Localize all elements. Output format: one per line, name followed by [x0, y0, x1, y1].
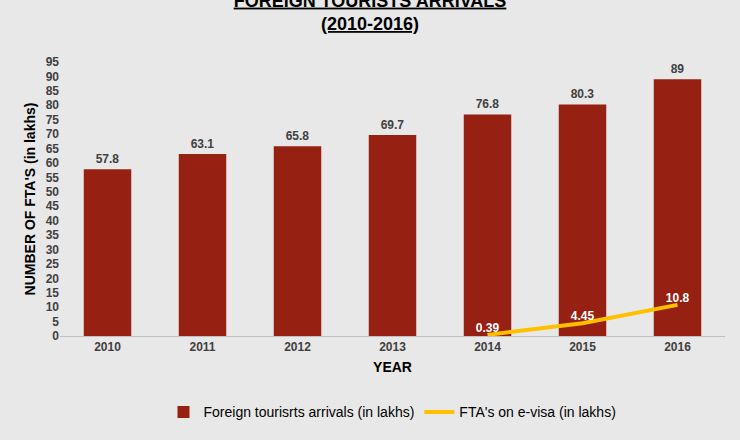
svg-text:2015: 2015	[569, 340, 596, 354]
svg-text:65: 65	[46, 142, 60, 156]
svg-text:10: 10	[46, 300, 60, 314]
svg-text:75: 75	[46, 113, 60, 127]
svg-text:89: 89	[671, 62, 685, 76]
svg-text:85: 85	[46, 84, 60, 98]
svg-text:2012: 2012	[284, 340, 311, 354]
svg-text:2013: 2013	[379, 340, 406, 354]
svg-text:FTA's on e-visa (in lakhs): FTA's on e-visa (in lakhs)	[459, 404, 615, 420]
svg-text:69.7: 69.7	[381, 118, 405, 132]
svg-text:40: 40	[46, 214, 60, 228]
svg-text:70: 70	[46, 127, 60, 141]
svg-text:FOREIGN TOURISTS ARRIVALS(2010: FOREIGN TOURISTS ARRIVALS(2010-2016)	[234, 0, 507, 34]
svg-text:4.45: 4.45	[571, 309, 595, 323]
svg-text:2014: 2014	[474, 340, 501, 354]
svg-text:Foreign tourisrts arrivals (in: Foreign tourisrts arrivals (in lakhs)	[204, 404, 415, 420]
svg-text:NUMBER OF FTA'S (in lakhs): NUMBER OF FTA'S (in lakhs)	[22, 103, 38, 296]
svg-text:10.8: 10.8	[666, 291, 690, 305]
svg-text:20: 20	[46, 272, 60, 286]
svg-text:76.8: 76.8	[476, 97, 500, 111]
svg-text:45: 45	[46, 199, 60, 213]
svg-text:57.8: 57.8	[96, 152, 120, 166]
svg-text:30: 30	[46, 243, 60, 257]
svg-text:95: 95	[46, 55, 60, 69]
svg-text:0.39: 0.39	[476, 321, 500, 335]
svg-text:25: 25	[46, 257, 60, 271]
svg-text:0: 0	[52, 329, 59, 343]
svg-text:15: 15	[46, 286, 60, 300]
svg-text:63.1: 63.1	[191, 137, 215, 151]
svg-text:80: 80	[46, 98, 60, 112]
svg-text:55: 55	[46, 171, 60, 185]
svg-text:80.3: 80.3	[571, 87, 595, 101]
svg-text:2010: 2010	[94, 340, 121, 354]
svg-text:35: 35	[46, 228, 60, 242]
svg-text:5: 5	[52, 315, 59, 329]
svg-text:2011: 2011	[189, 340, 215, 354]
svg-text:YEAR: YEAR	[373, 359, 412, 375]
svg-text:60: 60	[46, 156, 60, 170]
svg-text:90: 90	[46, 70, 60, 84]
svg-text:2016: 2016	[664, 340, 691, 354]
svg-text:50: 50	[46, 185, 60, 199]
svg-text:65.8: 65.8	[286, 129, 310, 143]
